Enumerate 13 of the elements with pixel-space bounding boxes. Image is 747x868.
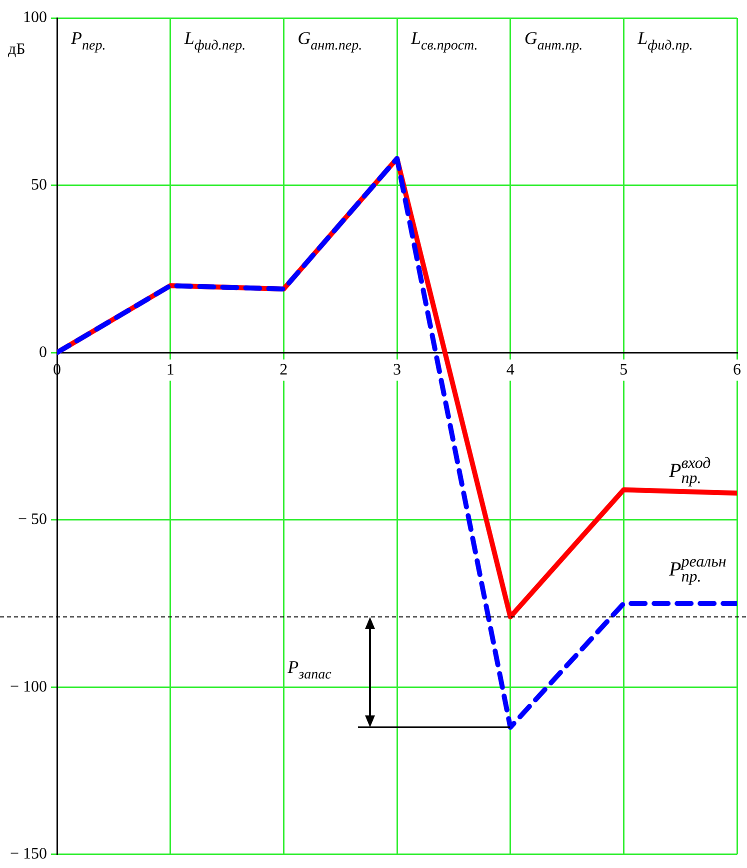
y-axis-title: дБ — [8, 41, 26, 58]
y-tick-label: 100 — [23, 9, 48, 26]
y-tick-label: 50 — [31, 176, 48, 194]
y-tick-label: − 100 — [10, 678, 48, 696]
x-tick-label: 1 — [166, 361, 174, 378]
x-tick-label: 6 — [733, 361, 741, 378]
y-tick-label: − 50 — [18, 511, 48, 528]
y-tick-label: − 150 — [10, 846, 48, 863]
y-tick-label: 0 — [39, 344, 48, 361]
x-tick-label: 5 — [620, 361, 628, 378]
x-tick-label: 2 — [280, 361, 288, 378]
x-tick-label: 4 — [506, 361, 514, 378]
x-tick-label: 3 — [393, 361, 402, 378]
